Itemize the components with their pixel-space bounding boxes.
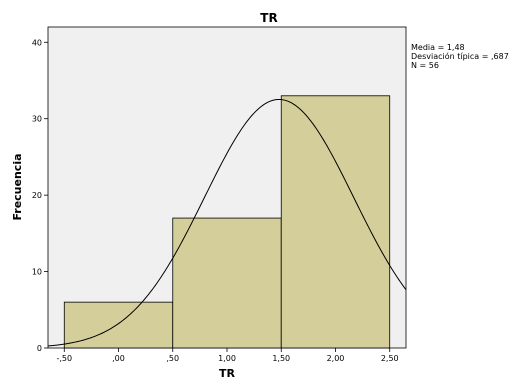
x-tick-label-3: 1,00 — [218, 354, 236, 363]
stat-std-dev: Desviación típica = ,687 — [411, 51, 509, 61]
x-tick-label-0: -,50 — [56, 354, 72, 363]
x-tick-label-4: 1,50 — [272, 354, 290, 363]
y-tick-label-2: 20 — [32, 191, 42, 200]
y-tick-label-0: 0 — [37, 344, 42, 353]
x-tick-label-2: ,50 — [166, 354, 179, 363]
y-tick-label-4: 40 — [32, 38, 42, 47]
y-tick-label-1: 10 — [32, 268, 42, 277]
stat-mean: Media = 1,48 — [411, 43, 465, 52]
x-tick-label-6: 2,50 — [381, 354, 399, 363]
histogram-bar-1 — [172, 217, 282, 349]
y-axis-label: Frecuencia — [11, 153, 24, 220]
y-axis: 0 10 20 30 40 — [32, 38, 48, 353]
x-axis-label: TR — [219, 367, 236, 380]
x-tick-label-1: ,00 — [112, 354, 125, 363]
stats-box: Media = 1,48 Desviación típica = ,687 N … — [411, 43, 509, 70]
stat-n: N = 56 — [411, 61, 439, 70]
x-axis: -,50 ,00 ,50 1,00 1,50 2,00 2,50 — [56, 348, 399, 363]
histogram-bar-2 — [280, 95, 391, 349]
chart-title: TR — [260, 11, 277, 25]
y-tick-label-3: 30 — [32, 115, 42, 124]
normal-curve — [47, 98, 407, 347]
x-tick-label-5: 2,00 — [327, 354, 345, 363]
